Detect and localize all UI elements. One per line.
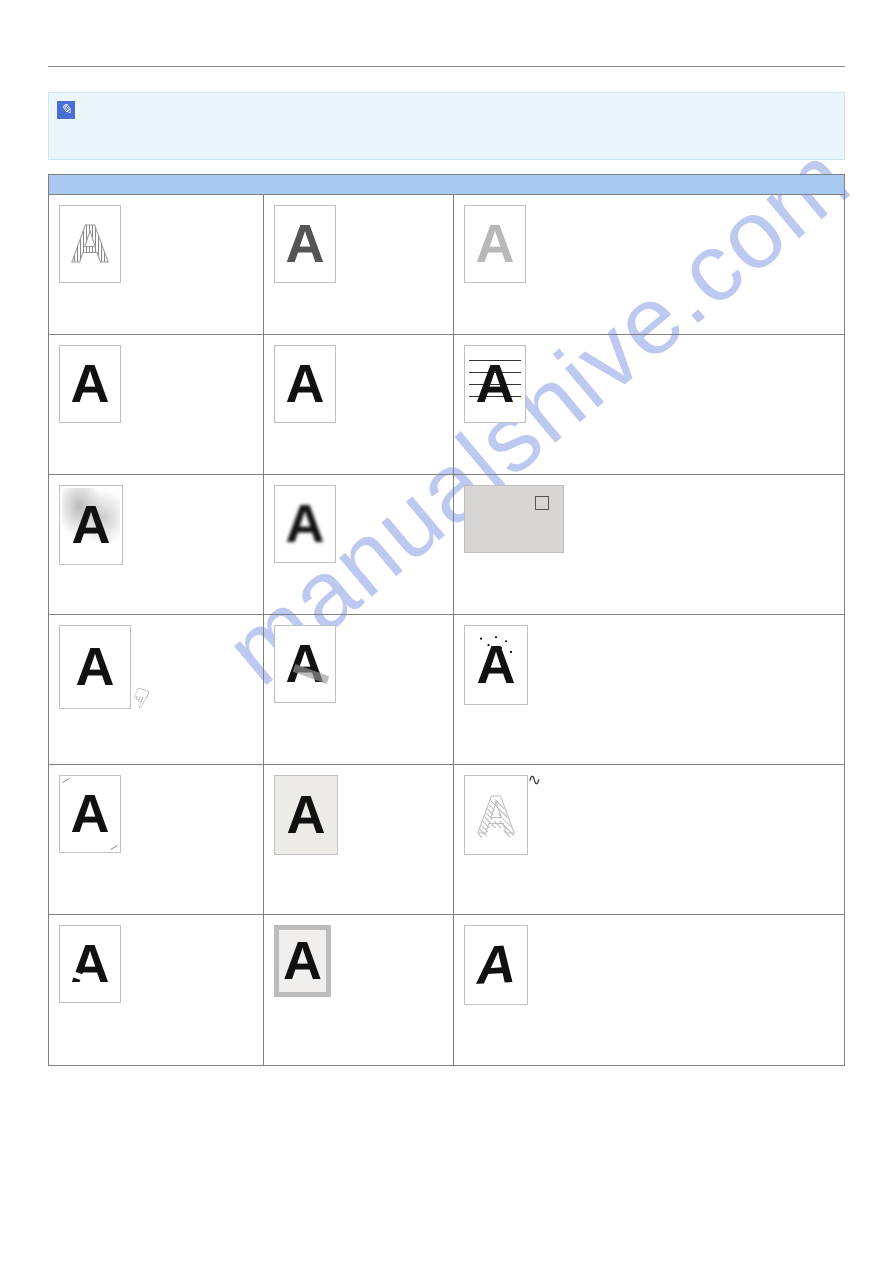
sample-glyph: A — [71, 217, 110, 271]
table-cell: A — [454, 335, 844, 474]
note-box: ✎ — [48, 92, 845, 160]
sample-tile-gray: A — [464, 205, 526, 283]
squiggle-icon: ∿ — [528, 770, 541, 790]
pointer-hand-icon: ☟ — [126, 681, 153, 716]
sample-tile-finger: A ☟ — [59, 625, 131, 709]
sample-glyph: A — [286, 497, 325, 551]
note-icon-glyph: ✎ — [60, 102, 72, 119]
sample-tile-gray-streak: A — [274, 625, 336, 703]
table-row: A A A — [49, 335, 844, 475]
table-row: A ☟ A A — [49, 615, 844, 765]
sample-tile-black-streaks: A — [274, 345, 336, 423]
table-cell: A — [49, 915, 264, 1065]
table-cell — [454, 475, 844, 614]
sample-glyph: A — [286, 217, 325, 271]
sample-tile-corner-ticks: A — [59, 775, 121, 853]
table-cell: A ☟ — [49, 615, 264, 764]
table-cell: A — [49, 335, 264, 474]
sample-tile-skewed: A — [464, 925, 528, 1005]
sample-tile-vstripe: A — [274, 205, 336, 283]
sample-glyph: A — [76, 640, 115, 694]
sample-tile-thick-border: A — [274, 925, 331, 997]
table-cell: A — [454, 195, 844, 334]
sample-tile-blurred: A — [274, 485, 336, 563]
table-row: A A A — [49, 195, 844, 335]
sample-tile-smudged: A — [59, 485, 123, 565]
sample-glyph: A — [71, 357, 110, 411]
table-row: A A A — [49, 915, 844, 1065]
sample-tile-outline-stripes: A — [59, 205, 121, 283]
table-cell: A — [264, 915, 454, 1065]
sample-glyph: A — [286, 357, 325, 411]
note-icon: ✎ — [57, 101, 75, 119]
small-square-icon — [535, 496, 549, 510]
sample-tile-gray-panel — [464, 485, 564, 553]
table-cell: A — [264, 335, 454, 474]
table-row: A A A ∿ — [49, 765, 844, 915]
table-cell: A — [264, 195, 454, 334]
sample-glyph: A — [71, 937, 110, 991]
sample-tile-paper: A — [274, 775, 338, 855]
table-cell: A ∿ — [454, 765, 844, 914]
sample-tile-hlines: A — [464, 345, 526, 423]
table-cell: A — [264, 615, 454, 764]
table-cell: A — [49, 475, 264, 614]
table-cell: A — [454, 615, 844, 764]
page: ✎ manualshive.com A A A — [0, 0, 893, 1263]
sample-tile-black: A — [59, 345, 121, 423]
sample-glyph: A — [72, 498, 111, 552]
table-cell: A — [264, 765, 454, 914]
sample-tile-dotted: A ∿ — [464, 775, 528, 855]
table-cell: A — [454, 915, 844, 1065]
table-cell: A — [49, 765, 264, 914]
divider-top — [48, 66, 845, 67]
sample-glyph: A — [476, 217, 515, 271]
examples-table: A A A A A — [48, 174, 845, 1066]
sample-glyph: A — [477, 785, 516, 845]
table-header-row — [49, 175, 844, 195]
sample-glyph-wrap: A — [477, 788, 516, 842]
sample-glyph: A — [287, 788, 326, 842]
sample-glyph: A — [286, 637, 325, 691]
table-cell: A — [49, 195, 264, 334]
sample-glyph: A — [476, 357, 515, 411]
sample-tile-specks: A — [464, 625, 528, 705]
sample-tile-white-gap: A — [59, 925, 121, 1003]
sample-glyph: A — [283, 931, 322, 991]
sample-glyph: A — [71, 787, 110, 841]
sample-glyph: A — [473, 937, 519, 993]
table-row: A A — [49, 475, 844, 615]
sample-glyph: A — [477, 638, 516, 692]
table-cell: A — [264, 475, 454, 614]
